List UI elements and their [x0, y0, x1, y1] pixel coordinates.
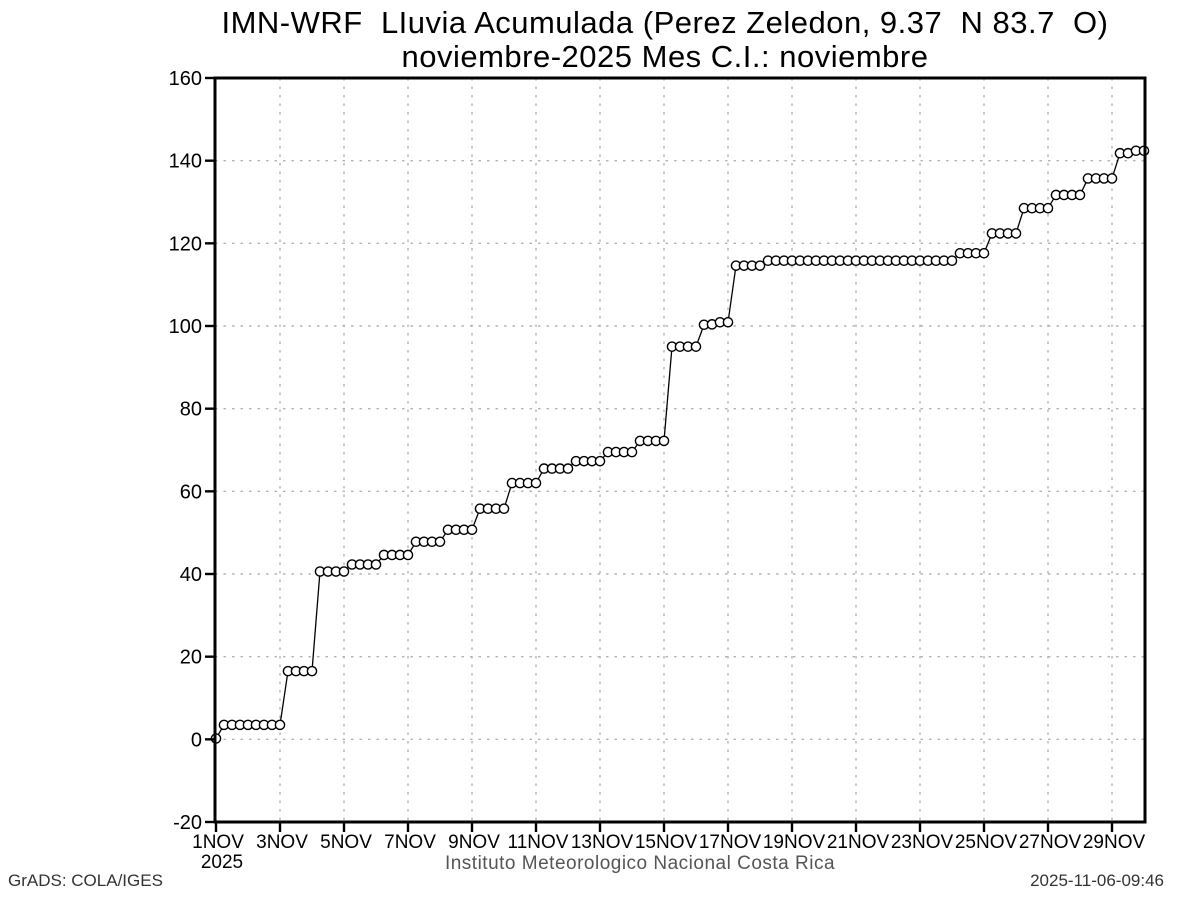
svg-text:2025: 2025	[201, 852, 243, 873]
svg-text:140: 140	[169, 151, 202, 173]
svg-text:1NOV: 1NOV	[192, 832, 244, 853]
svg-text:25NOV: 25NOV	[955, 832, 1018, 853]
x-axis-caption: Instituto Meteorologico Nacional Costa R…	[444, 853, 836, 874]
data-series-lluvia-acumulada	[215, 150, 1144, 739]
svg-text:40: 40	[180, 564, 202, 586]
svg-text:0: 0	[191, 729, 202, 751]
data-markers	[210, 145, 1150, 744]
svg-text:7NOV: 7NOV	[384, 832, 436, 853]
svg-text:15NOV: 15NOV	[635, 832, 698, 853]
svg-text:20: 20	[180, 647, 202, 669]
plot-frame	[213, 76, 1147, 824]
svg-text:21NOV: 21NOV	[827, 832, 890, 853]
svg-text:9NOV: 9NOV	[448, 832, 500, 853]
svg-text:-20: -20	[173, 812, 202, 834]
svg-text:17NOV: 17NOV	[699, 832, 762, 853]
svg-text:29NOV: 29NOV	[1083, 832, 1146, 853]
chart-title-line1: IMN-WRF LIuvia Acumulada (Perez Zeledon,…	[221, 5, 1109, 40]
svg-text:11NOV: 11NOV	[508, 832, 569, 853]
svg-text:3NOV: 3NOV	[256, 832, 308, 853]
axis-tick-labels: -20 0 20 40 60 80 100 120 140 160 1NOV 3NOV 5NOV 7NOV…	[169, 68, 1146, 873]
chart-title-line2: noviembre-2025 Mes C.I.: noviembre	[401, 39, 929, 74]
gridlines	[215, 78, 1145, 822]
svg-text:120: 120	[169, 233, 202, 255]
svg-text:60: 60	[180, 481, 202, 503]
svg-text:13NOV: 13NOV	[571, 832, 634, 853]
svg-text:160: 160	[169, 68, 202, 90]
svg-text:19NOV: 19NOV	[763, 832, 826, 853]
svg-text:27NOV: 27NOV	[1019, 832, 1082, 853]
svg-text:5NOV: 5NOV	[320, 832, 372, 853]
axis-ticks	[205, 76, 1114, 832]
timestamp-text: 2025-11-06-09:46	[1030, 871, 1164, 890]
svg-text:100: 100	[169, 316, 202, 338]
svg-text:23NOV: 23NOV	[891, 832, 954, 853]
svg-text:80: 80	[180, 399, 202, 421]
grads-credit-text: GrADS: COLA/IGES	[8, 871, 163, 890]
